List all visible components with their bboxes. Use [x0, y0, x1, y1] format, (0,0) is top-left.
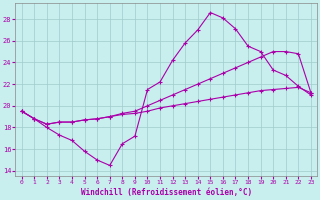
X-axis label: Windchill (Refroidissement éolien,°C): Windchill (Refroidissement éolien,°C)	[81, 188, 252, 197]
